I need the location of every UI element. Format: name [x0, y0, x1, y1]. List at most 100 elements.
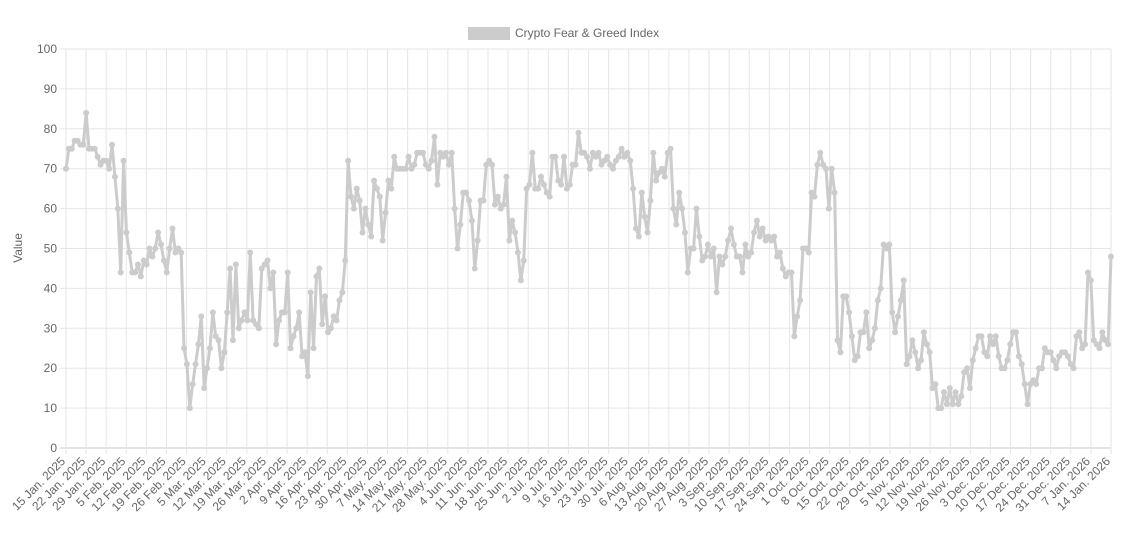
- data-point[interactable]: [284, 269, 291, 276]
- data-point[interactable]: [520, 257, 527, 264]
- data-point[interactable]: [1050, 357, 1057, 364]
- data-point[interactable]: [353, 185, 360, 192]
- data-point[interactable]: [494, 193, 501, 200]
- data-point[interactable]: [952, 389, 959, 396]
- data-point[interactable]: [1084, 269, 1091, 276]
- data-point[interactable]: [1099, 329, 1106, 336]
- data-point[interactable]: [348, 193, 354, 200]
- data-point[interactable]: [670, 205, 677, 212]
- data-point[interactable]: [739, 269, 746, 276]
- data-point[interactable]: [679, 205, 686, 212]
- data-point[interactable]: [817, 149, 824, 156]
- data-point[interactable]: [356, 197, 363, 204]
- data-point[interactable]: [742, 241, 749, 248]
- data-point[interactable]: [1108, 253, 1114, 260]
- data-point[interactable]: [204, 365, 211, 372]
- data-point[interactable]: [874, 297, 881, 304]
- data-point[interactable]: [823, 165, 829, 172]
- data-point[interactable]: [943, 401, 950, 408]
- data-point[interactable]: [480, 197, 487, 204]
- data-point[interactable]: [984, 353, 991, 360]
- data-point[interactable]: [869, 337, 876, 344]
- data-point[interactable]: [238, 317, 245, 324]
- data-point[interactable]: [457, 221, 464, 228]
- data-point[interactable]: [371, 177, 378, 184]
- data-point[interactable]: [379, 237, 386, 244]
- data-point[interactable]: [123, 229, 130, 236]
- data-point[interactable]: [1047, 349, 1054, 356]
- data-point[interactable]: [1015, 353, 1022, 360]
- data-point[interactable]: [771, 233, 778, 240]
- data-point[interactable]: [843, 293, 850, 300]
- data-point[interactable]: [722, 253, 729, 260]
- data-point[interactable]: [1064, 353, 1071, 360]
- data-point[interactable]: [114, 205, 121, 212]
- data-point[interactable]: [814, 161, 821, 168]
- data-point[interactable]: [451, 205, 458, 212]
- data-point[interactable]: [831, 189, 838, 196]
- data-point[interactable]: [307, 289, 314, 296]
- data-point[interactable]: [290, 333, 297, 340]
- data-point[interactable]: [209, 309, 216, 316]
- data-point[interactable]: [267, 285, 274, 292]
- data-point[interactable]: [192, 361, 199, 368]
- data-point[interactable]: [327, 325, 334, 332]
- data-point[interactable]: [526, 181, 533, 188]
- data-point[interactable]: [1038, 365, 1045, 372]
- data-point[interactable]: [468, 217, 475, 224]
- data-point[interactable]: [1024, 401, 1031, 408]
- data-point[interactable]: [1053, 365, 1060, 372]
- data-point[interactable]: [120, 157, 127, 164]
- data-point[interactable]: [166, 245, 173, 252]
- data-point[interactable]: [448, 149, 455, 156]
- data-point[interactable]: [1096, 345, 1103, 352]
- data-point[interactable]: [906, 353, 913, 360]
- data-point[interactable]: [1105, 341, 1112, 348]
- data-point[interactable]: [658, 165, 665, 172]
- chart-legend[interactable]: Crypto Fear & Greed Index: [468, 26, 659, 40]
- data-point[interactable]: [215, 337, 222, 344]
- data-point[interactable]: [837, 349, 844, 356]
- data-point[interactable]: [854, 353, 861, 360]
- data-point[interactable]: [630, 185, 637, 192]
- data-point[interactable]: [471, 265, 478, 272]
- data-point[interactable]: [132, 269, 139, 276]
- data-point[interactable]: [345, 157, 352, 164]
- data-point[interactable]: [405, 153, 412, 160]
- data-point[interactable]: [900, 277, 907, 284]
- data-point[interactable]: [137, 273, 144, 280]
- data-point[interactable]: [713, 289, 720, 296]
- data-point[interactable]: [287, 345, 294, 352]
- data-point[interactable]: [509, 217, 516, 224]
- data-point[interactable]: [201, 385, 208, 392]
- data-point[interactable]: [707, 253, 714, 260]
- data-point[interactable]: [443, 149, 449, 156]
- data-point[interactable]: [273, 341, 280, 348]
- data-point[interactable]: [163, 269, 170, 276]
- data-point[interactable]: [710, 245, 717, 252]
- data-point[interactable]: [946, 385, 953, 392]
- data-point[interactable]: [797, 297, 804, 304]
- data-point[interactable]: [633, 225, 639, 232]
- data-point[interactable]: [63, 165, 69, 172]
- data-point[interactable]: [155, 229, 162, 236]
- data-point[interactable]: [232, 261, 239, 268]
- data-point[interactable]: [304, 373, 311, 380]
- data-point[interactable]: [1013, 329, 1019, 336]
- data-point[interactable]: [728, 225, 734, 232]
- data-point[interactable]: [794, 313, 801, 320]
- data-point[interactable]: [828, 165, 835, 172]
- data-point[interactable]: [189, 381, 196, 388]
- data-point[interactable]: [255, 325, 262, 332]
- data-point[interactable]: [322, 293, 329, 300]
- data-point[interactable]: [247, 249, 254, 256]
- data-point[interactable]: [920, 329, 927, 336]
- data-point[interactable]: [198, 313, 205, 320]
- data-point[interactable]: [1021, 381, 1028, 388]
- data-point[interactable]: [866, 345, 873, 352]
- data-point[interactable]: [756, 233, 763, 240]
- data-point[interactable]: [431, 133, 438, 140]
- data-point[interactable]: [989, 341, 996, 348]
- data-point[interactable]: [1076, 329, 1083, 336]
- data-point[interactable]: [969, 357, 976, 364]
